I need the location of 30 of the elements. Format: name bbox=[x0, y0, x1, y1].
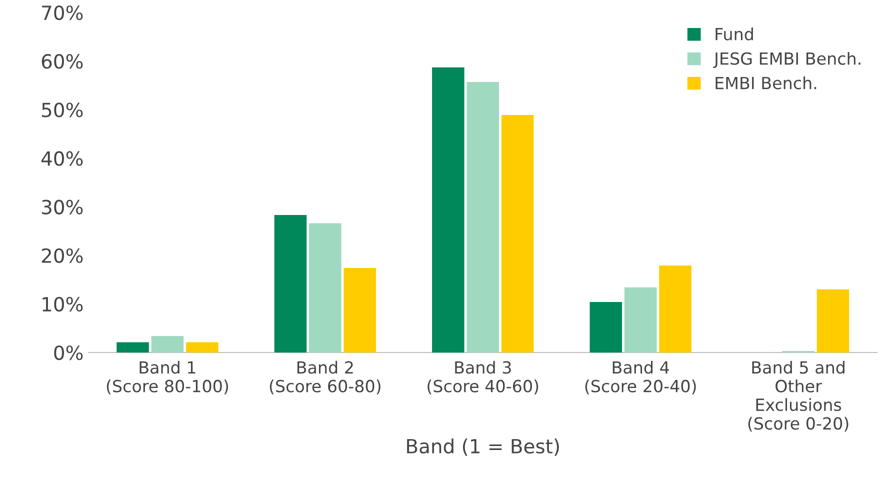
y-tick-label: 50% bbox=[42, 102, 83, 118]
bar bbox=[501, 114, 534, 352]
y-tick-label: 40% bbox=[41, 151, 83, 166]
legend-label: Fund bbox=[716, 28, 753, 40]
y-tick-label: 60% bbox=[42, 54, 83, 69]
y-tick-label: 20% bbox=[42, 248, 83, 264]
bar bbox=[466, 82, 500, 352]
bar bbox=[590, 302, 622, 352]
bar bbox=[344, 268, 376, 352]
x-tick-label: Band 4 (Score 20-40) bbox=[585, 360, 696, 394]
y-tick-label: 30% bbox=[42, 200, 83, 214]
y-tick-label: 0% bbox=[54, 345, 83, 360]
bar bbox=[624, 287, 657, 352]
bar bbox=[186, 342, 218, 352]
bar bbox=[116, 342, 149, 352]
x-tick-label: Band 5 and Other Exclusions (Score 0-20) bbox=[748, 360, 848, 432]
bar bbox=[151, 336, 184, 352]
legend-label: JESG EMBI Bench. bbox=[713, 52, 860, 68]
y-tick-label: 70% bbox=[42, 5, 83, 20]
bar bbox=[659, 266, 692, 352]
x-tick-label: Band 3 (Score 40-60) bbox=[428, 360, 538, 394]
x-tick-label: Band 1 (Score 80-100) bbox=[106, 360, 228, 394]
x-tick-label: Band 2 (Score 60-80) bbox=[270, 360, 380, 394]
bar bbox=[432, 67, 464, 352]
bar bbox=[309, 223, 342, 352]
y-tick-label: 10% bbox=[42, 296, 83, 312]
x-axis-title: Band (1 = Best) bbox=[407, 438, 559, 456]
bar bbox=[816, 289, 850, 352]
bar bbox=[274, 215, 307, 352]
legend-label: EMBI Bench. bbox=[716, 76, 816, 90]
